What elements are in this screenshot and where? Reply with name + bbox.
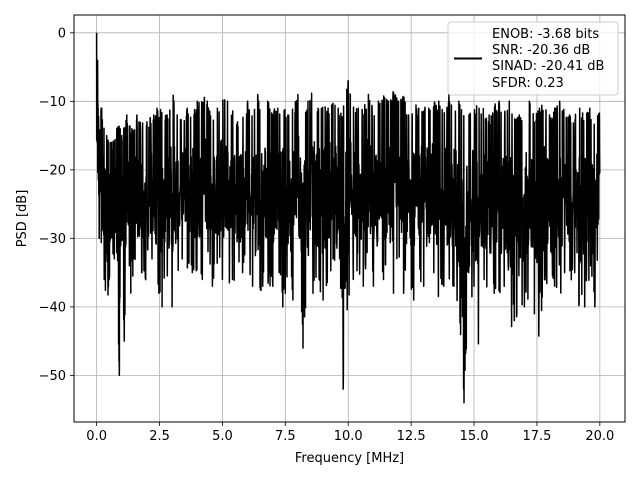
legend: ENOB: -3.68 bits SNR: -20.36 dB SINAD: -… — [447, 21, 619, 96]
legend-sfdr: SFDR: 0.23 — [492, 76, 564, 91]
y-axis-label: PSD [dB] — [15, 190, 30, 248]
ticks: 0.0 2.5 5.0 7.5 10.0 12.5 15.0 17.5 20.0 0 −10 −20 −… — [39, 26, 615, 444]
x-axis-label: Frequency [MHz] — [295, 451, 404, 466]
legend-snr: SNR: -20.36 dB — [492, 43, 590, 58]
x-tick-label: 12.5 — [397, 429, 426, 444]
y-tick-label: −20 — [39, 163, 66, 178]
legend-enob: ENOB: -3.68 bits — [492, 27, 599, 42]
y-tick-label: −40 — [39, 300, 66, 315]
x-tick-label: 0.0 — [86, 429, 107, 444]
x-tick-label: 17.5 — [522, 429, 551, 444]
y-tick-label: −50 — [39, 369, 66, 384]
x-tick-label: 10.0 — [334, 429, 363, 444]
x-tick-label: 15.0 — [460, 429, 489, 444]
y-tick-label: 0 — [58, 26, 66, 41]
x-tick-label: 20.0 — [585, 429, 614, 444]
x-tick-label: 5.0 — [212, 429, 233, 444]
y-tick-label: −10 — [39, 95, 66, 110]
plot-area — [95, 32, 601, 404]
x-tick-label: 7.5 — [275, 429, 296, 444]
legend-box — [447, 21, 619, 96]
legend-sinad: SINAD: -20.41 dB — [492, 59, 604, 74]
psd-series-line — [95, 32, 601, 404]
x-tick-label: 2.5 — [149, 429, 170, 444]
y-tick-label: −30 — [39, 232, 66, 247]
axes-frame — [73, 14, 626, 423]
